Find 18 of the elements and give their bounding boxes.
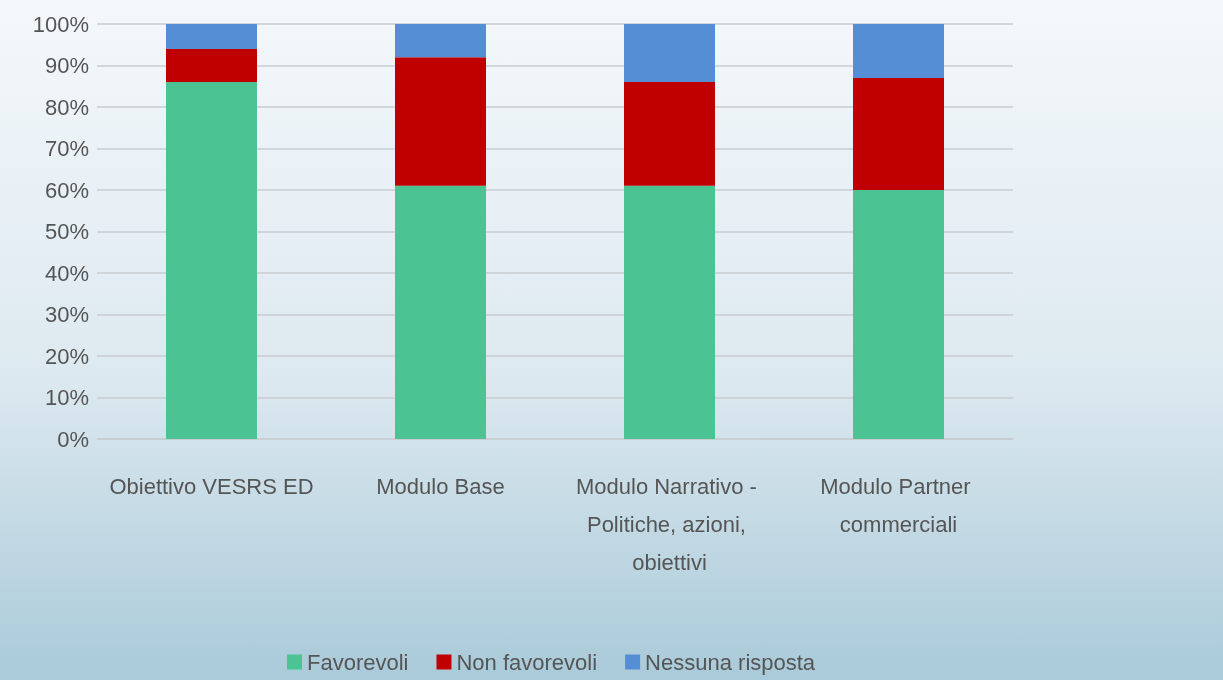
legend-label: Non favorevoli xyxy=(456,649,598,675)
y-tick-label: 100% xyxy=(32,11,89,37)
x-tick-label: Modulo Base xyxy=(376,473,505,499)
x-tick-label: Modulo Narrativo - Politiche, azioni, obiettivi xyxy=(575,473,764,575)
legend-label: Favorevoli xyxy=(307,649,409,675)
x-tick-label: Modulo Partner commerciali xyxy=(820,473,977,537)
y-tick-label: 50% xyxy=(44,219,89,244)
y-tick-label: 0% xyxy=(57,426,89,452)
y-tick-label: 40% xyxy=(44,260,89,286)
y-tick-label: 30% xyxy=(44,302,89,327)
y-tick-label: 60% xyxy=(44,177,89,203)
x-tick-label: Obiettivo VESRS ED xyxy=(109,473,314,499)
y-tick-label: 80% xyxy=(44,94,89,120)
y-tick-label: 70% xyxy=(44,136,89,161)
y-tick-label: 90% xyxy=(44,53,89,78)
y-tick-label: 10% xyxy=(44,385,89,410)
y-tick-label: 20% xyxy=(44,343,89,369)
legend-label: Nessuna risposta xyxy=(645,649,816,675)
